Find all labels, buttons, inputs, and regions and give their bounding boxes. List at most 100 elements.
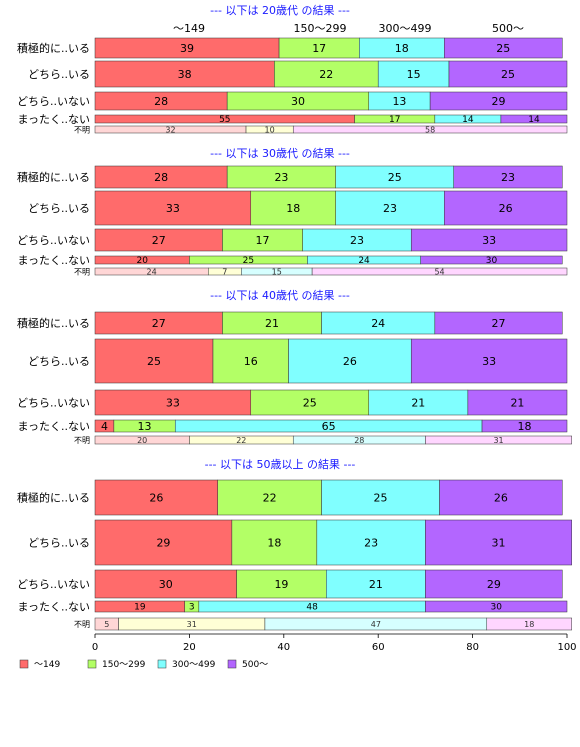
bar-segment	[292, 125, 568, 134]
row-label: どちら..いる	[28, 355, 90, 368]
bar-value-label: 30	[291, 95, 305, 108]
bar-value-label: 3	[189, 603, 195, 613]
bar-segment	[448, 60, 568, 88]
bar-value-label: 33	[482, 355, 496, 368]
panel-title: --- 以下は 40歳代 の結果 ---	[210, 288, 350, 302]
bar-value-label: 28	[154, 95, 168, 108]
bar-value-label: 33	[166, 202, 180, 215]
bar-value-label: 21	[369, 578, 383, 591]
bar-value-label: 25	[147, 355, 161, 368]
bar-value-label: 20	[137, 436, 147, 445]
bar-value-label: 19	[134, 603, 146, 613]
bar-segment	[231, 519, 318, 566]
bar-value-label: 25	[243, 256, 254, 266]
bar-value-label: 26	[149, 491, 163, 504]
bar-segment	[274, 60, 379, 88]
bar-segment	[94, 479, 218, 516]
bar-segment	[321, 479, 440, 516]
bar-value-label: 29	[487, 578, 501, 591]
x-axis-tick-label: 100	[557, 642, 576, 653]
bar-segment	[217, 479, 322, 516]
bar-value-label: 18	[267, 536, 281, 549]
bar-segment	[486, 617, 572, 631]
bar-value-label: 14	[528, 115, 540, 125]
legend-label: 150～299	[102, 660, 146, 670]
bar-value-label: 22	[236, 436, 246, 445]
row-label: 不明	[74, 125, 90, 134]
bar-value-label: 65	[322, 420, 336, 433]
bar-value-label: 18	[518, 420, 532, 433]
bar-segment	[481, 419, 568, 433]
row-label: どちら..いる	[28, 202, 90, 215]
row-label: 不明	[74, 436, 90, 445]
bar-segment	[236, 569, 327, 599]
column-header: 150～299	[294, 22, 347, 35]
bar-segment	[326, 569, 426, 599]
bar-value-label: 58	[425, 125, 435, 134]
bar-value-label: 22	[319, 68, 333, 81]
bar-segment	[500, 114, 568, 124]
bar-value-label: 18	[286, 202, 300, 215]
panel-title: --- 以下は 20歳代 の結果 ---	[210, 3, 350, 17]
row-label: どちら..いない	[17, 234, 90, 247]
column-header: ～149	[173, 22, 205, 35]
bar-value-label: 33	[482, 234, 496, 247]
x-axis-tick-label: 80	[466, 642, 479, 653]
bar-value-label: 13	[138, 420, 152, 433]
bar-value-label: 15	[407, 68, 421, 81]
bar-segment	[250, 190, 336, 226]
bar-value-label: 30	[490, 603, 502, 613]
bar-value-label: 25	[374, 491, 388, 504]
bar-segment	[453, 165, 563, 189]
x-axis-tick-label: 0	[92, 642, 98, 653]
bar-segment	[425, 519, 572, 566]
bar-value-label: 18	[395, 42, 409, 55]
row-label: まったく..ない	[17, 254, 90, 267]
bar-segment	[434, 311, 563, 335]
bar-value-label: 21	[411, 396, 425, 409]
bar-value-label: 7	[222, 267, 227, 276]
row-label: どちら..いない	[17, 396, 90, 409]
bar-value-label: 32	[165, 125, 175, 134]
bar-segment	[94, 569, 237, 599]
x-axis-tick-label: 40	[277, 642, 290, 653]
bar-segment	[439, 479, 563, 516]
bar-value-label: 28	[354, 436, 364, 445]
bar-value-label: 5	[104, 620, 109, 629]
row-label: どちら..いない	[17, 578, 90, 591]
bar-value-label: 54	[434, 267, 444, 276]
x-axis-tick-label: 20	[183, 642, 196, 653]
bar-segment	[410, 338, 568, 384]
bar-segment	[410, 228, 568, 252]
column-header: 300～499	[379, 22, 432, 35]
bar-value-label: 33	[166, 396, 180, 409]
bar-value-label: 28	[154, 171, 168, 184]
bar-segment	[94, 190, 252, 226]
bar-value-label: 23	[274, 171, 288, 184]
row-label: まったく..ない	[17, 113, 90, 126]
bar-segment	[335, 190, 445, 226]
bar-value-label: 19	[274, 578, 288, 591]
bar-segment	[288, 338, 412, 384]
bar-value-label: 47	[371, 620, 381, 629]
legend-swatch	[157, 659, 167, 669]
row-label: 積極的に..いる	[17, 170, 90, 184]
bar-value-label: 23	[364, 536, 378, 549]
bar-segment	[429, 91, 568, 111]
bar-value-label: 4	[101, 420, 108, 433]
bar-segment	[444, 190, 568, 226]
row-label: 積極的に..いる	[17, 490, 90, 504]
bar-value-label: 20	[136, 256, 148, 266]
panel-title: --- 以下は 50歳以上 の結果 ---	[205, 457, 356, 471]
row-label: どちら..いる	[28, 68, 90, 81]
bar-segment	[444, 37, 563, 59]
row-label: 積極的に..いる	[17, 316, 90, 330]
bar-segment	[212, 338, 289, 384]
legend-label: ～149	[34, 660, 60, 670]
bar-segment	[425, 600, 568, 613]
bar-value-label: 38	[178, 68, 192, 81]
row-label: まったく..ない	[17, 420, 90, 433]
bar-value-label: 31	[493, 436, 503, 445]
legend-swatch	[87, 659, 97, 669]
bar-value-label: 18	[524, 620, 534, 629]
